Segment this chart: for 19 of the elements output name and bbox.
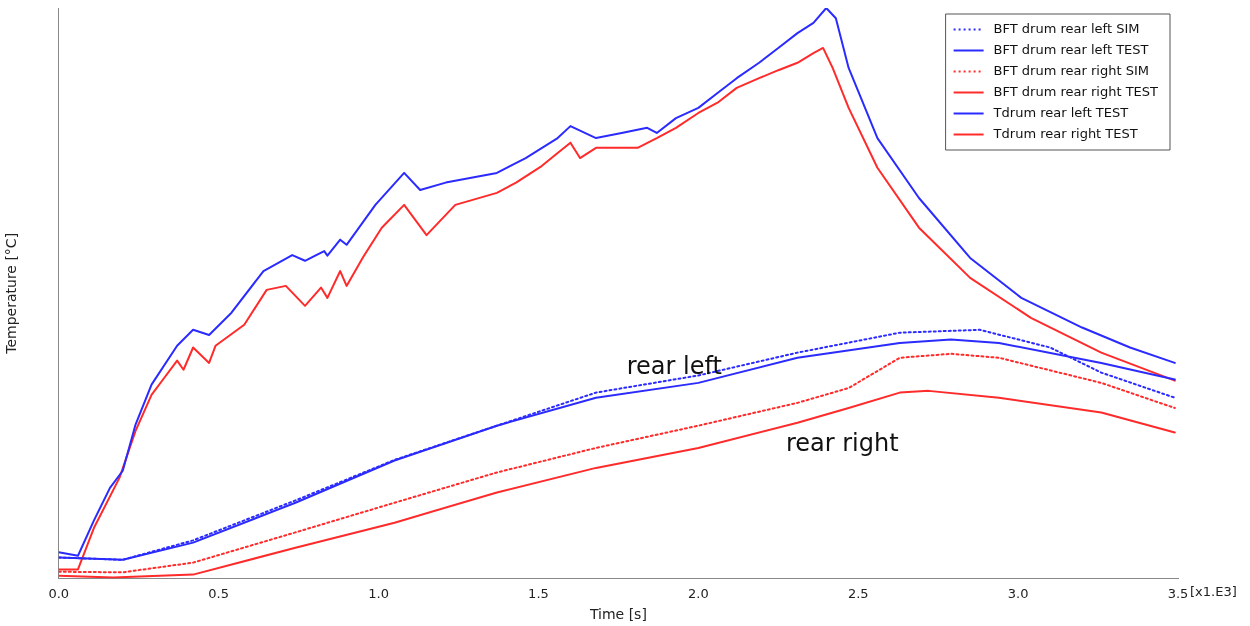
annotation: rear right: [785, 428, 899, 457]
x-tick-label: 2.0: [688, 585, 709, 601]
legend-label: Tdrum rear left TEST: [992, 104, 1129, 120]
x-axis-title: Time [s]: [588, 606, 647, 623]
legend-label: BFT drum rear right TEST: [993, 83, 1159, 99]
text: [x1.E3]: [1190, 584, 1237, 600]
x-tick-label: 2.5: [847, 585, 869, 601]
legend-label: Tdrum rear right TEST: [992, 125, 1138, 141]
x-tick-label: 0.0: [48, 585, 70, 601]
annotation: rear left: [626, 351, 722, 380]
legend-label: BFT drum rear right SIM: [993, 62, 1149, 78]
x-tick-label: 1.5: [528, 585, 549, 601]
x-tick-label: 1.0: [368, 585, 389, 601]
x-tick-label: 3.0: [1007, 585, 1029, 601]
x-tick-label: 0.5: [208, 585, 230, 601]
y-axis-title: Temperature [°C]: [3, 232, 20, 355]
legend-label: BFT drum rear left SIM: [993, 20, 1140, 36]
x-tick-label: 3.5: [1167, 585, 1189, 601]
legend-label: BFT drum rear left TEST: [993, 41, 1149, 57]
